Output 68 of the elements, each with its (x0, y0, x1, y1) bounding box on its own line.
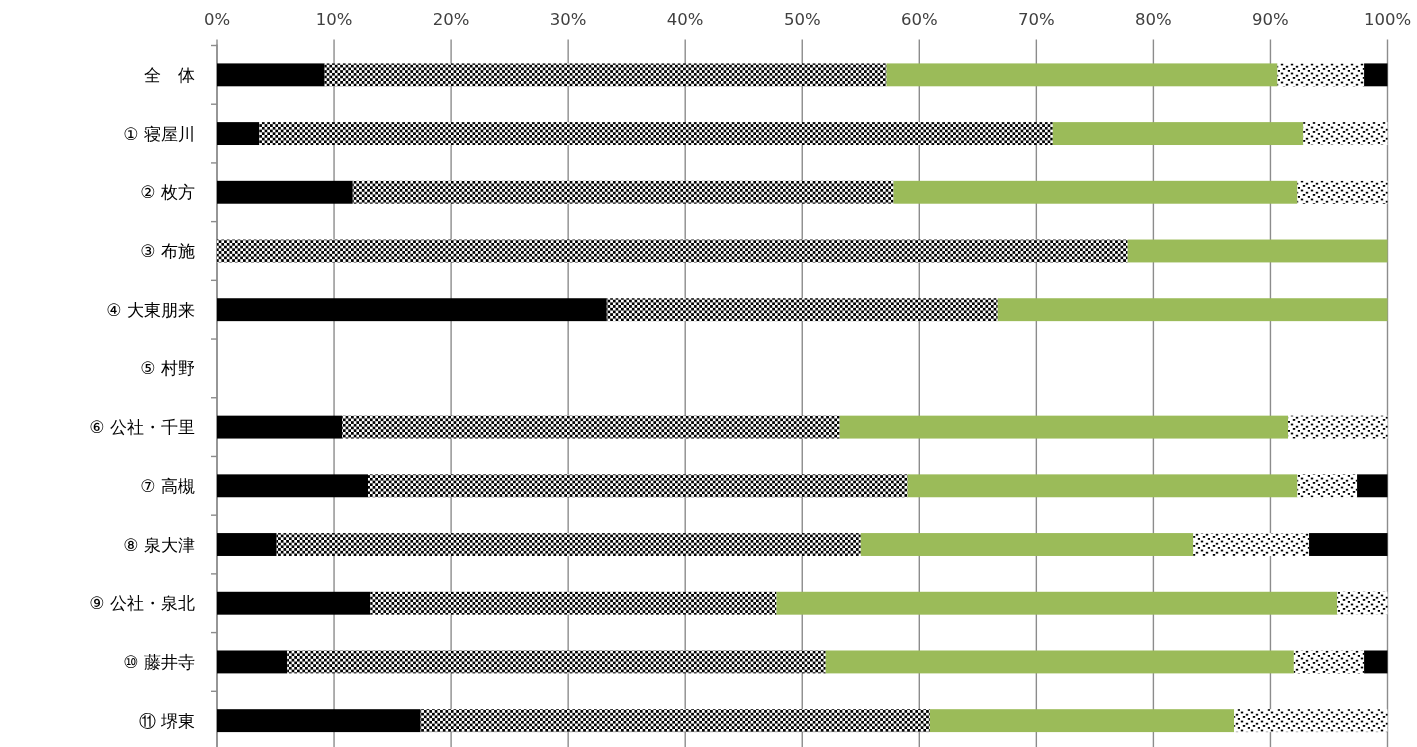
bar (929, 709, 1235, 733)
x-tick-label: 90% (1252, 10, 1289, 29)
bar (1052, 122, 1304, 146)
bar (1288, 415, 1388, 439)
bar (217, 63, 325, 87)
bar (217, 415, 343, 439)
y-tick-label: ⑤ 村野 (140, 358, 195, 379)
bar (217, 474, 368, 498)
x-tick-label: 70% (1018, 10, 1055, 29)
bar (1357, 474, 1388, 498)
bar (217, 650, 288, 674)
x-tick-label: 100% (1363, 10, 1412, 29)
bar (217, 239, 1128, 263)
bar (1337, 591, 1388, 615)
y-tick-label: ⑩ 藤井寺 (123, 651, 195, 672)
y-tick-label: ④ 大東朋来 (106, 299, 195, 320)
bar (370, 591, 777, 615)
bar (1293, 650, 1365, 674)
bar (342, 415, 840, 439)
x-tick-label: 20% (432, 10, 470, 29)
x-tick-label: 0% (203, 10, 231, 29)
bar (217, 591, 371, 615)
bar (217, 533, 277, 556)
y-tick-label: ⑧ 泉大津 (123, 534, 195, 555)
bar (839, 415, 1289, 439)
bar (276, 533, 861, 556)
bar (1364, 650, 1388, 674)
bar (1297, 474, 1358, 498)
bar (368, 474, 908, 498)
bar (217, 122, 260, 146)
bar (606, 298, 998, 322)
x-tick-label: 80% (1135, 10, 1172, 29)
bar (907, 474, 1298, 498)
bar (324, 63, 887, 87)
x-tick-label: 30% (549, 10, 587, 29)
bar (1277, 63, 1365, 87)
bar (217, 180, 353, 204)
y-tick-label: ⑥ 公社・千里 (89, 417, 195, 438)
y-tick-label: ⑨ 公社・泉北 (89, 593, 195, 614)
y-tick-label: ① 寝屋川 (123, 123, 195, 144)
bar (217, 709, 421, 733)
bar (776, 591, 1338, 615)
bar (893, 180, 1298, 204)
bar (420, 709, 930, 733)
x-tick-label: 60% (900, 10, 938, 29)
bar (352, 180, 894, 204)
bar (886, 63, 1278, 87)
bar (259, 122, 1053, 146)
x-tick-label: 50% (783, 10, 821, 29)
bar (1234, 709, 1388, 733)
y-tick-label: ② 枚方 (140, 182, 195, 203)
y-tick-label: ⑦ 高槻 (140, 475, 195, 496)
x-tick-label: 40% (666, 10, 704, 29)
bar (1309, 533, 1388, 556)
bar (1127, 239, 1388, 263)
bar (1297, 180, 1388, 204)
bar (287, 650, 826, 674)
bar (1193, 533, 1310, 556)
bar (997, 298, 1388, 322)
bar (1364, 63, 1388, 87)
bar (1303, 122, 1388, 146)
bar (217, 298, 607, 322)
y-tick-label: ③ 布施 (140, 240, 195, 261)
y-tick-label: 全 体 (144, 64, 195, 85)
x-tick-label: 10% (315, 10, 353, 29)
bar (860, 533, 1194, 556)
bar (825, 650, 1294, 674)
y-tick-label: ⑪ 堺東 (138, 710, 195, 731)
